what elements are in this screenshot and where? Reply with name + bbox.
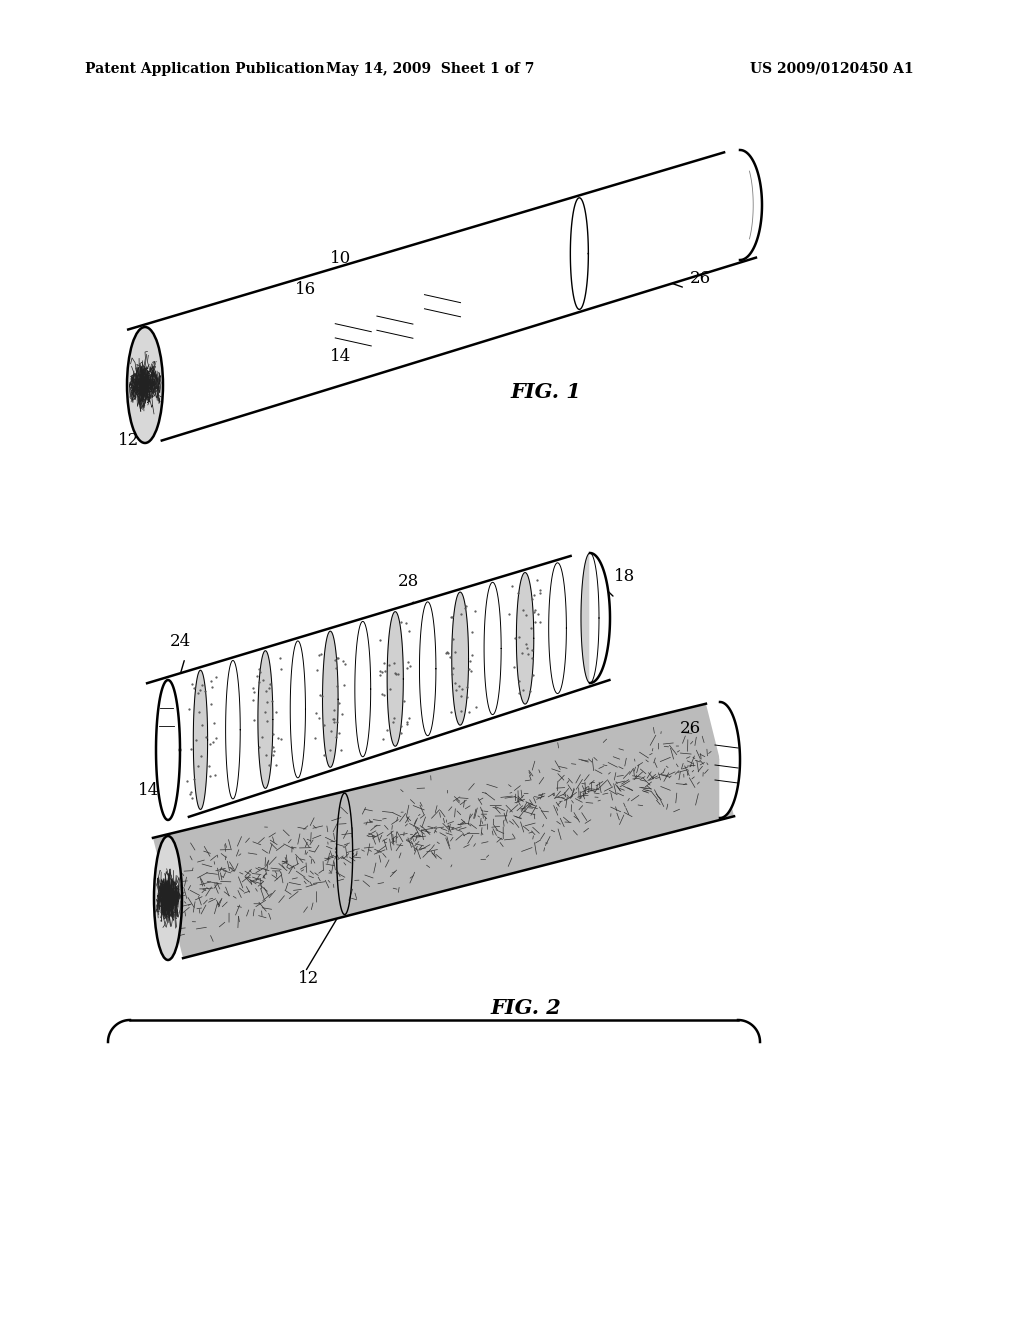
Text: 24: 24 xyxy=(170,634,191,649)
Text: 10: 10 xyxy=(330,249,351,267)
Polygon shape xyxy=(153,704,734,958)
Polygon shape xyxy=(516,573,534,704)
Text: 26: 26 xyxy=(680,719,701,737)
Polygon shape xyxy=(147,556,609,817)
Text: 28: 28 xyxy=(398,573,419,590)
Text: 26: 26 xyxy=(690,271,711,286)
Text: 14: 14 xyxy=(330,348,351,366)
Text: FIG. 2: FIG. 2 xyxy=(490,998,561,1018)
Polygon shape xyxy=(720,702,740,818)
Text: May 14, 2009  Sheet 1 of 7: May 14, 2009 Sheet 1 of 7 xyxy=(326,62,535,77)
Ellipse shape xyxy=(127,327,163,444)
Text: 16: 16 xyxy=(295,281,316,298)
Polygon shape xyxy=(387,611,403,746)
Polygon shape xyxy=(194,671,208,809)
Text: 12: 12 xyxy=(298,970,319,987)
Polygon shape xyxy=(740,150,762,260)
Text: FIG. 1: FIG. 1 xyxy=(510,381,581,403)
Text: 12: 12 xyxy=(118,432,139,449)
Ellipse shape xyxy=(154,836,182,960)
Polygon shape xyxy=(156,680,180,820)
Text: 18: 18 xyxy=(614,568,635,585)
Polygon shape xyxy=(590,553,610,682)
Text: US 2009/0120450 A1: US 2009/0120450 A1 xyxy=(750,62,913,77)
Polygon shape xyxy=(258,651,272,788)
Polygon shape xyxy=(128,152,756,441)
Polygon shape xyxy=(452,593,469,725)
Text: Patent Application Publication: Patent Application Publication xyxy=(85,62,325,77)
Text: 14: 14 xyxy=(138,781,160,799)
Polygon shape xyxy=(581,553,599,682)
Polygon shape xyxy=(323,631,338,767)
